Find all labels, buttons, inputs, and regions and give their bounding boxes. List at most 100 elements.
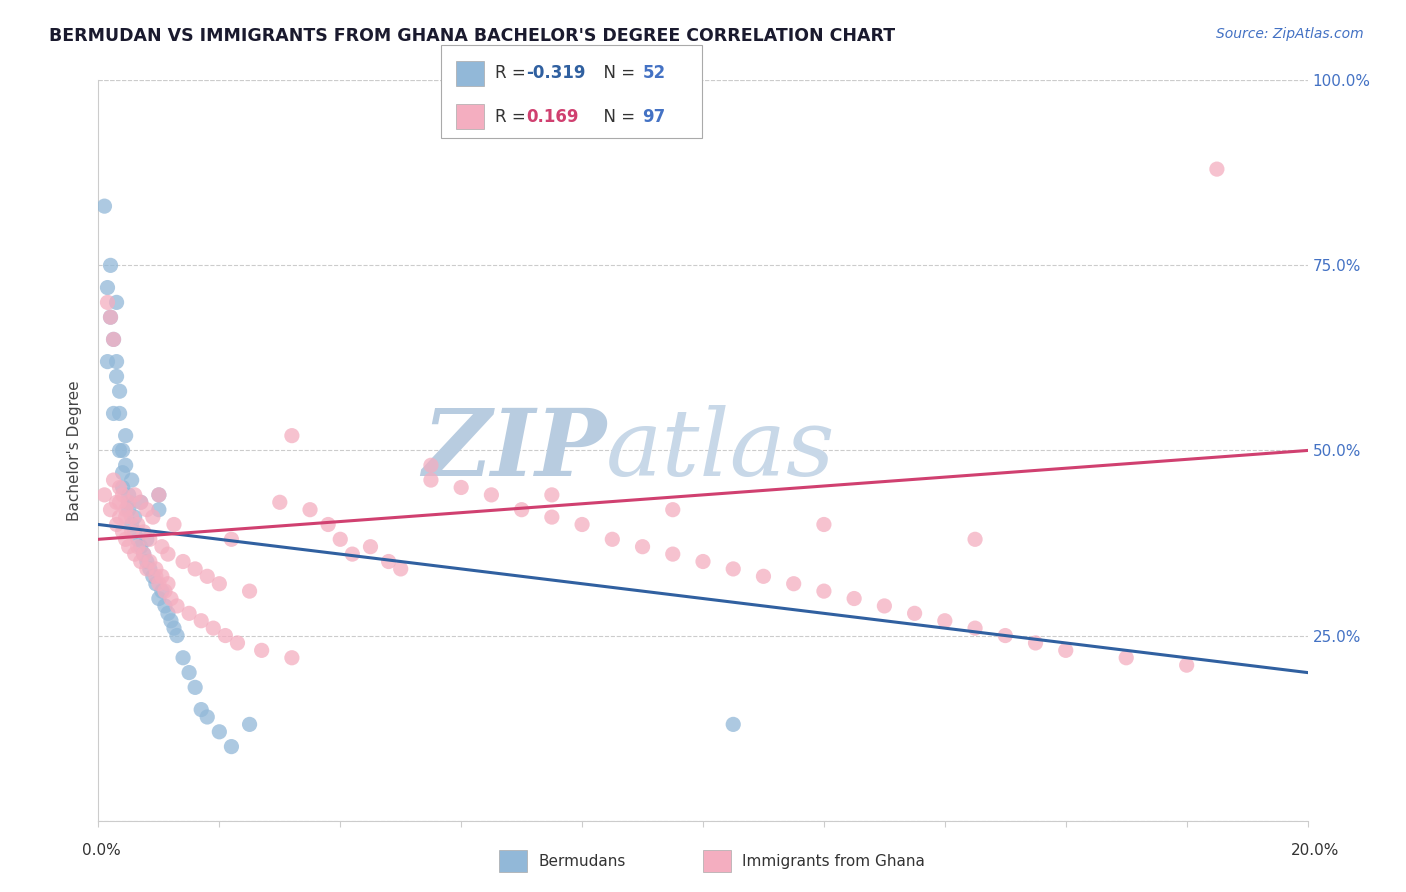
Point [571, 517, 593, 532]
Point [190, 614, 212, 628]
Point [844, 591, 866, 606]
Point [148, 502, 170, 516]
Point [100, 310, 122, 325]
Point [111, 466, 134, 480]
Point [329, 533, 352, 547]
Point [105, 495, 128, 509]
Point [114, 458, 136, 473]
Text: ZIP: ZIP [422, 406, 606, 495]
Point [145, 562, 167, 576]
Point [420, 473, 443, 487]
Point [118, 495, 141, 509]
Point [132, 547, 155, 561]
Point [813, 517, 835, 532]
Point [166, 628, 188, 642]
Point [172, 650, 194, 665]
Point [1024, 636, 1046, 650]
Point [135, 555, 157, 569]
Point [111, 443, 134, 458]
Point [124, 524, 146, 539]
Point [118, 488, 141, 502]
Point [179, 665, 201, 680]
Point [153, 584, 176, 599]
Point [214, 628, 236, 642]
Point [184, 681, 207, 695]
Point [96, 354, 118, 368]
Point [221, 533, 243, 547]
Text: atlas: atlas [606, 406, 835, 495]
Point [239, 584, 262, 599]
Point [145, 576, 167, 591]
Point [208, 724, 231, 739]
Point [132, 547, 155, 561]
Point [96, 295, 118, 310]
Point [150, 569, 173, 583]
Point [661, 502, 683, 516]
Point [540, 510, 562, 524]
Point [208, 576, 231, 591]
Text: N =: N = [593, 64, 641, 82]
Point [723, 717, 745, 731]
Point [96, 280, 118, 294]
Point [389, 562, 412, 576]
Point [114, 533, 136, 547]
Point [93, 488, 115, 502]
Point [281, 428, 304, 442]
Point [103, 333, 125, 347]
Point [121, 510, 143, 524]
Point [127, 533, 149, 547]
Text: 0.0%: 0.0% [82, 843, 121, 858]
Point [103, 333, 125, 347]
Point [150, 584, 173, 599]
Point [510, 502, 533, 516]
Point [108, 407, 131, 421]
Point [239, 717, 262, 731]
Point [111, 481, 134, 495]
Point [179, 607, 201, 621]
Point [142, 510, 165, 524]
Point [145, 569, 167, 583]
Point [105, 295, 128, 310]
Point [105, 369, 128, 384]
Point [221, 739, 243, 754]
Point [108, 495, 131, 509]
Point [111, 524, 134, 539]
Point [1054, 643, 1077, 657]
Text: BERMUDAN VS IMMIGRANTS FROM GHANA BACHELOR'S DEGREE CORRELATION CHART: BERMUDAN VS IMMIGRANTS FROM GHANA BACHEL… [49, 27, 896, 45]
Text: N =: N = [593, 108, 641, 126]
Point [965, 621, 987, 635]
Point [100, 259, 122, 273]
Point [299, 502, 322, 516]
Point [135, 562, 157, 576]
Point [148, 591, 170, 606]
Point [723, 562, 745, 576]
Text: 52: 52 [643, 64, 665, 82]
Point [540, 488, 562, 502]
Point [127, 540, 149, 554]
Point [160, 591, 183, 606]
Point [481, 488, 503, 502]
Y-axis label: Bachelor's Degree: Bachelor's Degree [67, 380, 83, 521]
Text: Bermudans: Bermudans [538, 854, 626, 869]
Point [752, 569, 775, 583]
Point [111, 488, 134, 502]
Point [163, 517, 186, 532]
Point [105, 517, 128, 532]
Text: R =: R = [495, 108, 536, 126]
Point [121, 524, 143, 539]
Point [269, 495, 291, 509]
Point [184, 562, 207, 576]
Point [281, 650, 304, 665]
Point [118, 540, 141, 554]
Point [360, 540, 382, 554]
Text: -0.319: -0.319 [526, 64, 585, 82]
Point [163, 621, 186, 635]
Text: Immigrants from Ghana: Immigrants from Ghana [742, 854, 925, 869]
Point [100, 310, 122, 325]
Point [108, 443, 131, 458]
Point [93, 199, 115, 213]
Point [139, 533, 162, 547]
Point [150, 540, 173, 554]
Point [994, 628, 1017, 642]
Point [316, 517, 339, 532]
